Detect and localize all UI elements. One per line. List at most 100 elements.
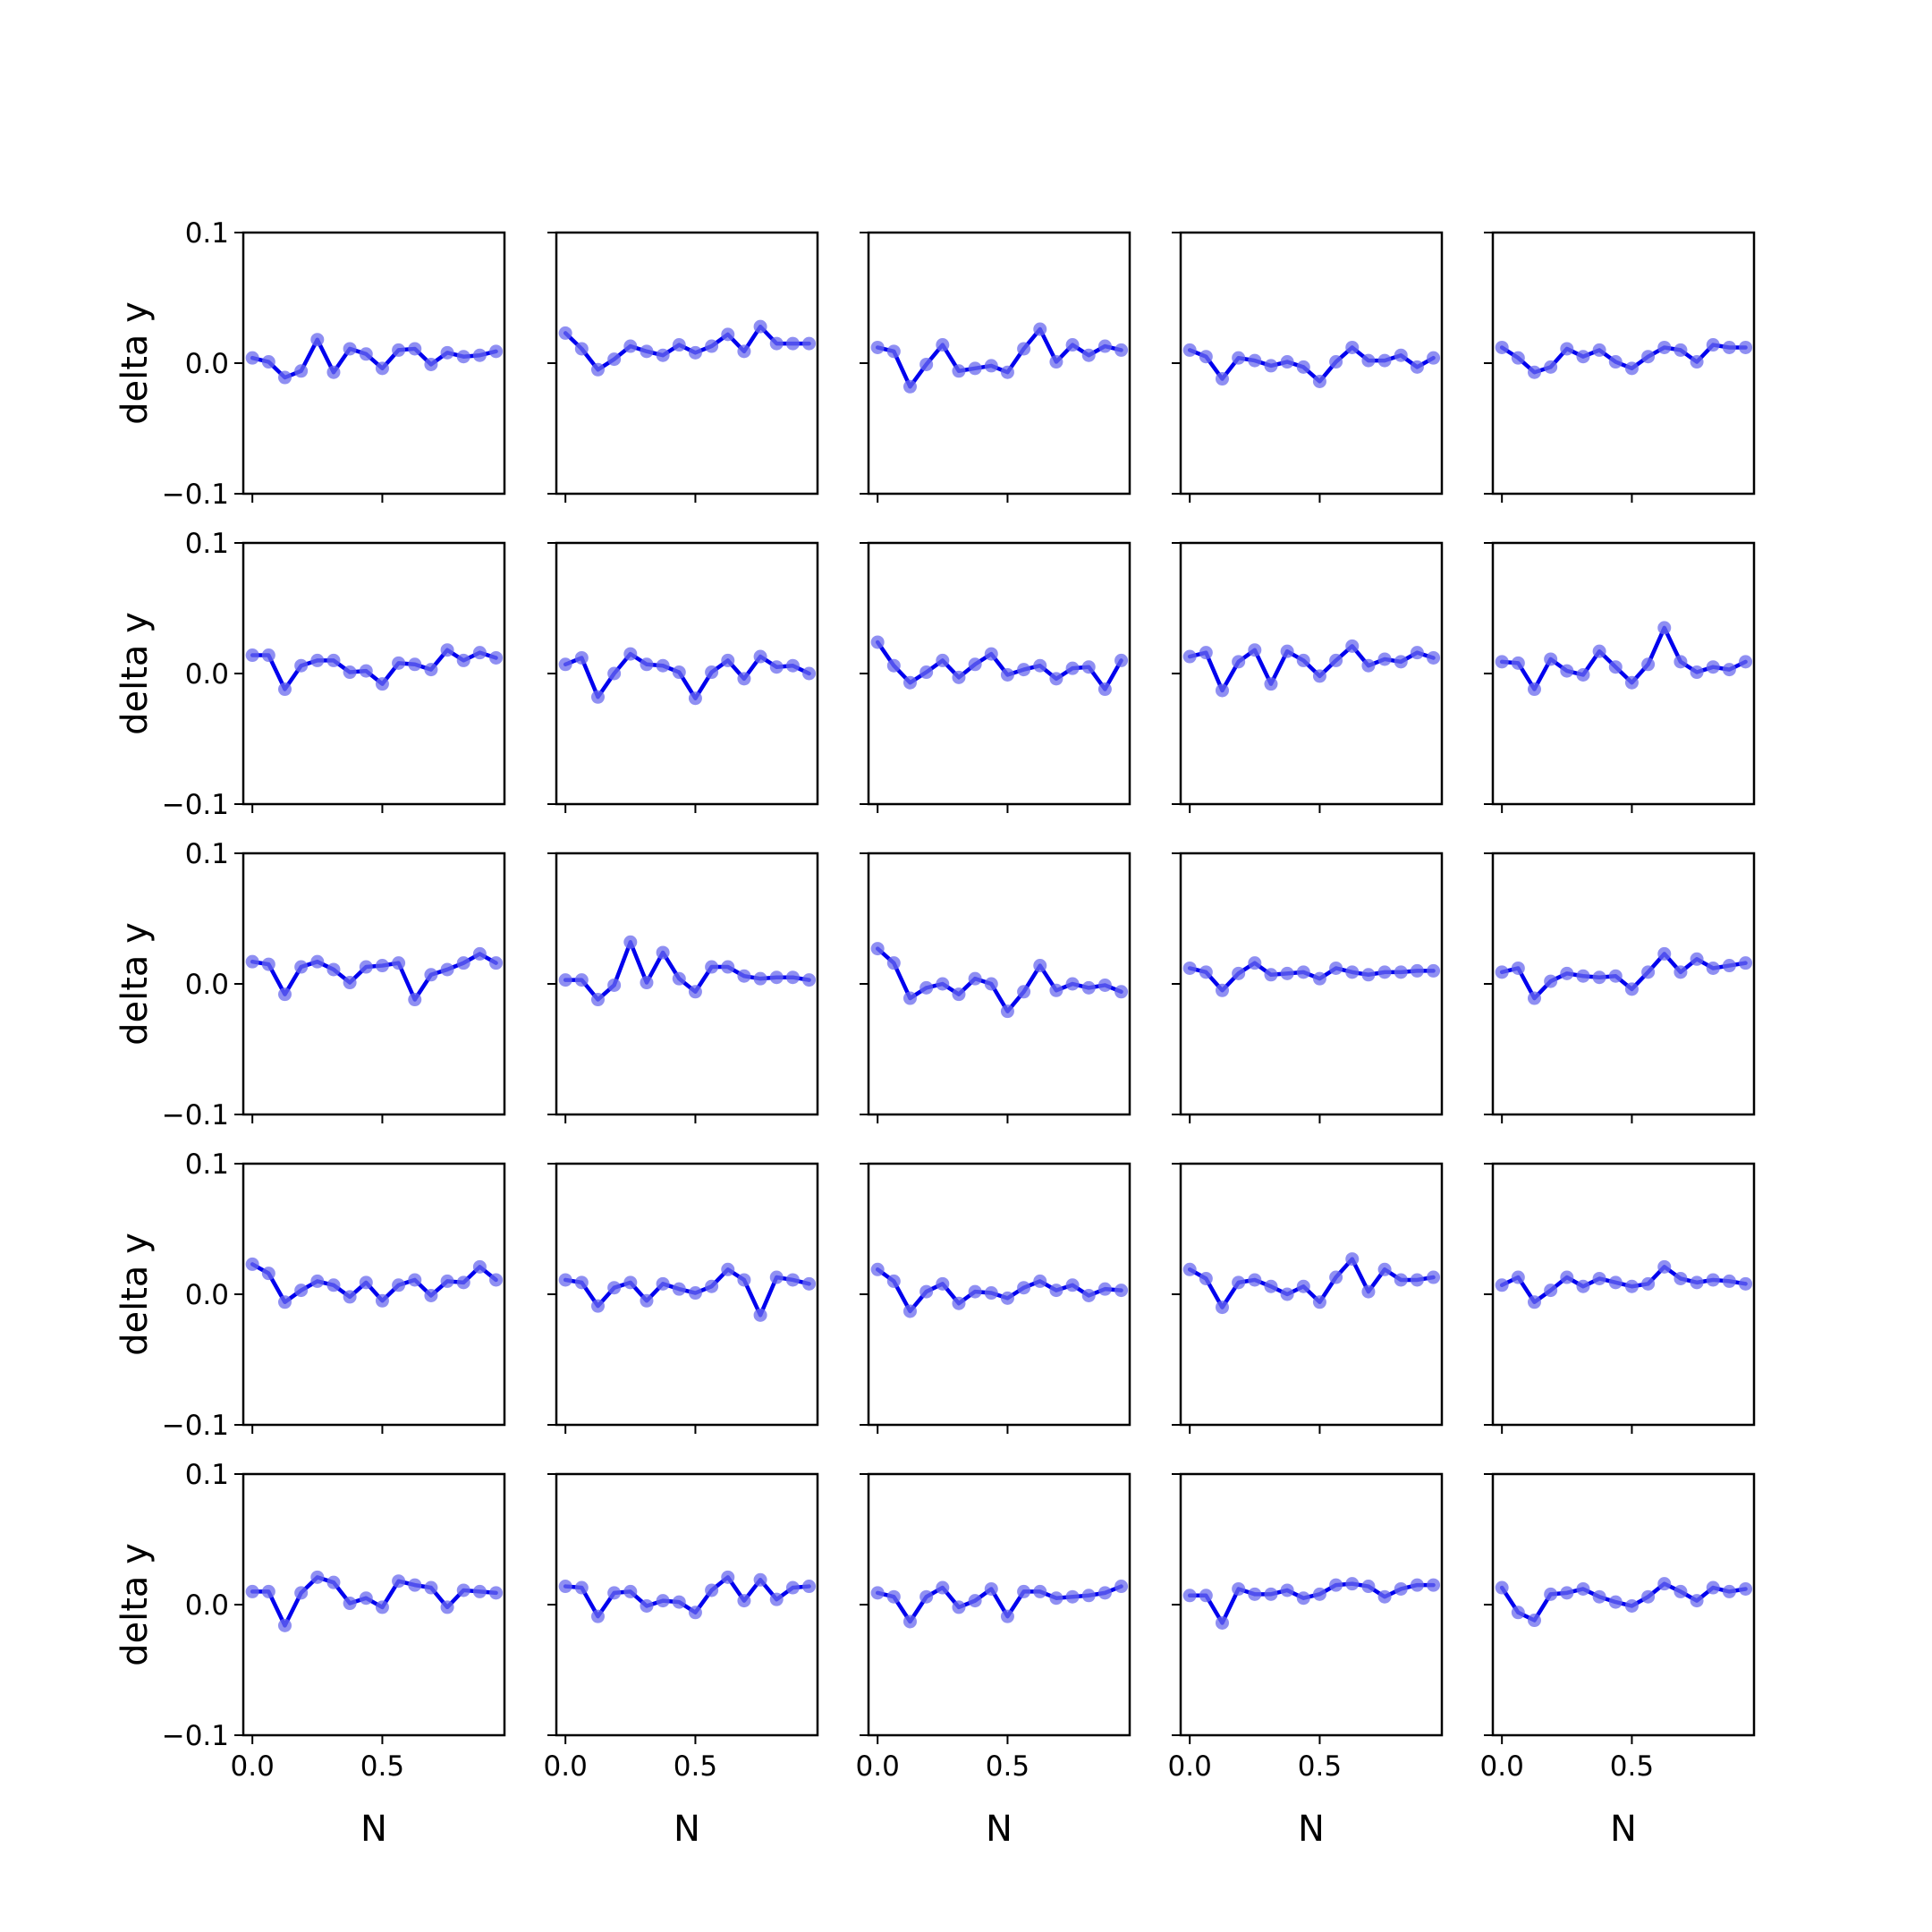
data-point xyxy=(1097,1282,1112,1296)
data-point xyxy=(785,336,800,351)
data-point xyxy=(326,653,341,667)
series-line xyxy=(250,337,498,380)
data-point xyxy=(1674,343,1688,357)
data-point xyxy=(870,635,885,649)
data-point xyxy=(408,1273,422,1287)
data-point xyxy=(623,647,638,661)
data-point xyxy=(1345,965,1360,979)
panel-r5-c4: 0.0 0.5 N xyxy=(1168,1472,1444,1850)
data-point xyxy=(1312,374,1326,388)
data-point xyxy=(1544,974,1558,988)
data-point xyxy=(1280,1583,1294,1597)
data-point xyxy=(1033,1584,1047,1598)
data-point xyxy=(472,946,487,961)
data-point xyxy=(1049,355,1063,369)
data-point xyxy=(424,1288,438,1302)
data-point xyxy=(277,370,292,385)
axes-frame xyxy=(1491,1162,1756,1427)
data-point xyxy=(375,677,389,691)
y-axis-label: delta y xyxy=(114,1233,156,1356)
panel-r2-c3 xyxy=(860,541,1131,813)
data-point xyxy=(919,665,934,680)
x-axis-label: N xyxy=(360,1809,387,1850)
data-point xyxy=(590,362,605,377)
data-point xyxy=(1377,1262,1392,1276)
data-point xyxy=(1641,350,1656,364)
y-tick-label: −0.1 xyxy=(162,479,229,511)
data-point xyxy=(886,1589,901,1604)
data-point xyxy=(1114,343,1129,357)
data-point xyxy=(1544,1587,1558,1601)
x-axis-label: N xyxy=(1298,1809,1325,1850)
data-point xyxy=(408,342,422,356)
data-point xyxy=(919,1284,934,1299)
data-point xyxy=(1690,665,1704,680)
y-axis-label: delta y xyxy=(114,922,156,1046)
data-point xyxy=(472,1259,487,1274)
data-point xyxy=(456,1275,470,1290)
data-point xyxy=(1329,1578,1343,1592)
data-point xyxy=(1576,350,1590,364)
data-point xyxy=(886,1274,901,1288)
data-point xyxy=(1199,965,1213,979)
data-point xyxy=(1361,968,1376,982)
panel-r3-c2 xyxy=(547,852,819,1123)
data-point xyxy=(919,357,934,371)
data-point xyxy=(688,691,702,706)
data-point xyxy=(1739,1581,1753,1596)
data-point xyxy=(1296,653,1310,667)
data-point xyxy=(1114,653,1129,667)
data-point xyxy=(1527,1295,1541,1309)
series-line xyxy=(1499,952,1748,1001)
data-point xyxy=(1199,1589,1213,1603)
data-point xyxy=(936,1580,950,1595)
data-point xyxy=(886,344,901,359)
data-point xyxy=(640,976,654,990)
panel-r1-c1: −0.1 0.0 0.1 delta y xyxy=(114,217,506,511)
data-point xyxy=(1097,682,1112,697)
data-point xyxy=(802,1276,817,1291)
data-point xyxy=(456,956,470,970)
data-point xyxy=(558,973,572,987)
data-point xyxy=(870,1262,885,1276)
data-point xyxy=(952,1296,966,1310)
data-point xyxy=(359,1591,373,1606)
data-point xyxy=(1312,1295,1326,1309)
data-point xyxy=(1410,963,1424,978)
series-line xyxy=(1187,961,1436,993)
data-point xyxy=(936,653,950,667)
data-point xyxy=(1049,983,1063,997)
series-line xyxy=(250,648,498,691)
x-tick-label: 0.5 xyxy=(1610,1750,1654,1783)
data-point xyxy=(574,1275,589,1290)
data-point xyxy=(1081,980,1096,995)
data-point xyxy=(1081,660,1096,674)
data-point xyxy=(1544,360,1558,374)
data-point xyxy=(1377,652,1392,666)
data-point xyxy=(261,957,275,971)
series-line xyxy=(875,946,1123,1013)
data-point xyxy=(261,648,275,663)
data-point xyxy=(1182,1589,1197,1603)
x-tick-label: 0.0 xyxy=(856,1750,900,1783)
data-point xyxy=(310,1274,325,1288)
data-point xyxy=(1624,1279,1639,1293)
data-point xyxy=(1232,1275,1246,1290)
data-point xyxy=(440,1274,454,1288)
data-point xyxy=(1511,351,1525,365)
data-point xyxy=(1394,1273,1408,1287)
data-point xyxy=(1608,1275,1623,1290)
data-point xyxy=(952,364,966,378)
data-point xyxy=(1592,1271,1606,1285)
data-point xyxy=(1248,353,1262,368)
data-point xyxy=(1427,1578,1441,1592)
data-point xyxy=(343,976,357,990)
y-tick-label: 0.1 xyxy=(185,1459,229,1491)
data-point xyxy=(1361,1580,1376,1594)
series-line xyxy=(875,640,1123,691)
data-point xyxy=(1560,664,1574,678)
data-point xyxy=(1199,1271,1213,1285)
data-point xyxy=(1264,359,1278,373)
data-point xyxy=(1410,1578,1424,1592)
